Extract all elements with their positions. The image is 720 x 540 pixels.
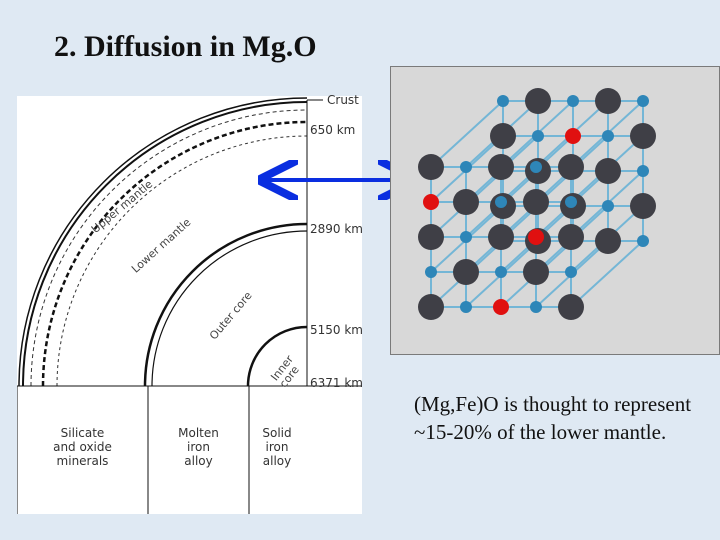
earth-layers-graphic [17,97,362,514]
o-atom [460,231,472,243]
upper-mantle-dashed-line [30,109,308,387]
core-mantle-boundary-line [143,222,308,387]
composition-solid-iron: Solid iron alloy [262,426,292,468]
o-atom [532,130,544,142]
mg-atom [558,154,584,180]
composition-silicate: Silicate and oxide minerals [53,426,112,468]
o-atom [530,301,542,313]
o-atom [460,161,472,173]
o-atom [460,301,472,313]
o-atom [565,196,577,208]
composition-molten-iron: Molten iron alloy [178,426,219,468]
earth-interior-diagram: Crust 650 km 2890 km 5150 km 6371 km Upp… [17,93,363,514]
o-atom [602,200,614,212]
mg-atom [595,88,621,114]
lattice-bond [570,240,644,308]
mg-atom [558,294,584,320]
depth-label-2890: 2890 km [310,222,363,236]
crust-inner-line [22,101,308,387]
mg-atom [630,123,656,149]
mgo-crystal-lattice [390,66,720,355]
slide-title: 2. Diffusion in Mg.O [54,30,317,63]
o-atom [637,165,649,177]
o-atom [602,130,614,142]
mg-atom [453,189,479,215]
mg-atom [490,123,516,149]
mg-atom [453,259,479,285]
fe-atom [565,128,581,144]
o-atom [637,235,649,247]
mg-atom [488,154,514,180]
mg-atom [418,154,444,180]
mg-atom [418,224,444,250]
mg-atom [418,294,444,320]
mg-atom [558,224,584,250]
depth-label-5150: 5150 km [310,323,363,337]
o-atom [495,196,507,208]
o-atom [425,266,437,278]
mg-atom [595,158,621,184]
mg-atom [595,228,621,254]
o-atom [637,95,649,107]
inner-core-boundary-line [246,325,308,387]
mg-atom [488,224,514,250]
fe-atom [528,229,544,245]
mg-atom [523,189,549,215]
lattice-bond [430,100,504,168]
mg-atom [523,259,549,285]
mg-atom [525,88,551,114]
core-mantle-boundary-inner-line [151,230,308,387]
o-atom [497,95,509,107]
o-atom [530,161,542,173]
o-atom [495,266,507,278]
lower-mantle-dashed-line [56,135,308,387]
boundary-650-line [41,120,308,387]
caption-text: (Mg,Fe)O is thought to represent ~15-20%… [414,392,692,444]
fe-atom [423,194,439,210]
depth-label-6371: 6371 km [310,376,363,390]
o-atom [567,95,579,107]
depth-label-650: 650 km [310,123,356,137]
o-atom [565,266,577,278]
fe-atom [493,299,509,315]
crust-outer-line [18,97,308,387]
mg-atom [630,193,656,219]
depth-label-crust: Crust [327,93,359,107]
lattice-graphic [418,88,656,320]
